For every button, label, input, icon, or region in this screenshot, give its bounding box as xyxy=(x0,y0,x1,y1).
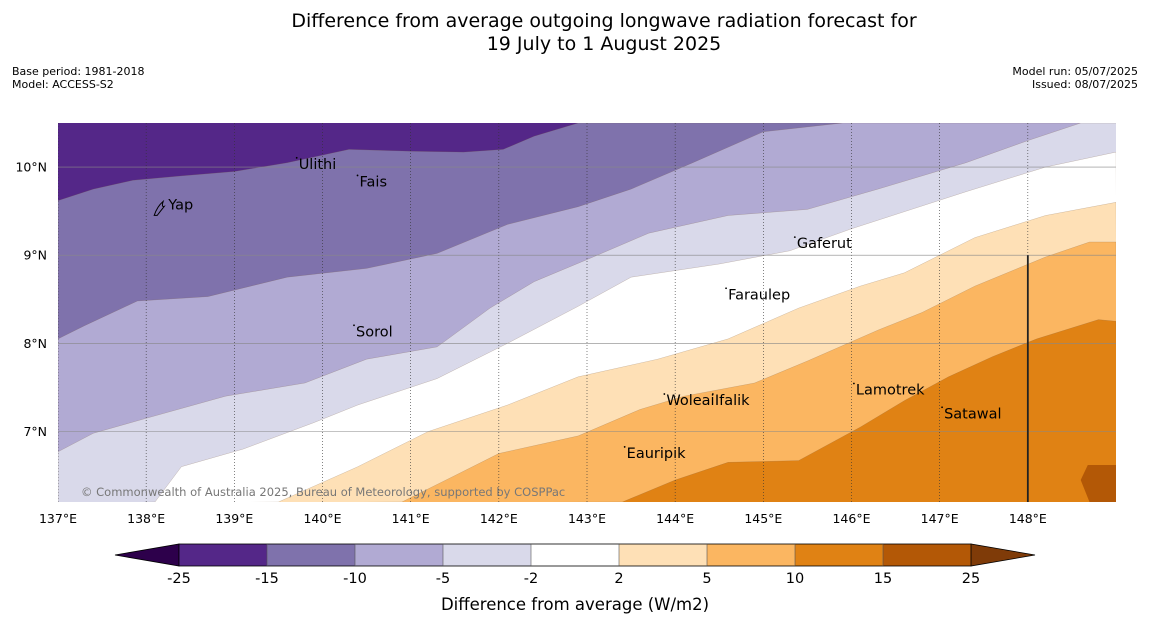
colorbar-segment xyxy=(883,544,972,566)
island-dot xyxy=(793,236,796,239)
place-eauripik: Eauripik xyxy=(623,446,686,462)
map-gridlines xyxy=(58,123,1116,502)
meta-right: Model run: 05/07/2025 Issued: 08/07/2025 xyxy=(1012,65,1138,91)
contour-region-extreme xyxy=(1080,465,1116,502)
lon-tick-label: 144°E xyxy=(656,511,694,526)
lat-tick-label: 7°N xyxy=(23,424,47,439)
place-labels: Yap Ulithi Fais Gaferut Faraulep Sorol Lamotre… xyxy=(153,156,1002,462)
colorbar-tick-label: -5 xyxy=(436,571,450,587)
colorbar-extend-high xyxy=(970,543,1036,567)
colorbar-segment xyxy=(619,544,708,566)
place-label: Satawal xyxy=(944,406,1001,422)
place-label: Gaferut xyxy=(797,236,852,252)
place-label: Ifalik xyxy=(715,393,750,409)
map-axes: 137°E 138°E 139°E 140°E 141°E 142°E 143°E 144°E… xyxy=(15,160,1046,526)
lon-tick-label: 142°E xyxy=(480,511,518,526)
place-label: Ulithi xyxy=(299,157,337,173)
place-label: Lamotrek xyxy=(856,382,925,398)
lon-tick-label: 145°E xyxy=(744,511,782,526)
colorbar-segment xyxy=(531,544,620,566)
place-woleai: Woleai xyxy=(663,393,715,409)
contour-region-7 xyxy=(551,319,1116,502)
model-name: Model: ACCESS-S2 xyxy=(12,78,114,91)
lon-tick-label: 140°E xyxy=(303,511,341,526)
place-label: Faraulep xyxy=(728,287,790,303)
colorbar-tick-label: 25 xyxy=(962,571,980,587)
place-label: Woleai xyxy=(666,393,714,409)
colorbar-segment xyxy=(355,544,444,566)
lon-tick-label: 146°E xyxy=(832,511,870,526)
colorbar-tick-label: 5 xyxy=(702,571,711,587)
colorbar-extend-low xyxy=(114,543,180,567)
colorbar-segment xyxy=(443,544,532,566)
lon-tick-label: 147°E xyxy=(921,511,959,526)
title-line-2: 19 July to 1 August 2025 xyxy=(486,33,722,55)
lon-tick-label: 139°E xyxy=(215,511,253,526)
place-fais: Fais xyxy=(356,174,387,190)
lon-tick-label: 143°E xyxy=(568,511,606,526)
colorbar-tick-label: -25 xyxy=(167,571,191,587)
lat-tick-label: 10°N xyxy=(15,160,47,175)
place-label: Yap xyxy=(167,197,193,213)
yap-island-shape xyxy=(153,199,166,216)
contour-layers xyxy=(58,123,1116,502)
place-label: Eauripik xyxy=(627,446,686,462)
colorbar-tick-label: -2 xyxy=(524,571,538,587)
island-dot xyxy=(295,156,298,159)
colorbar-tick-label: 10 xyxy=(786,571,804,587)
colorbar-tick-label: 2 xyxy=(614,571,623,587)
place-label: Sorol xyxy=(356,324,393,340)
place-faraulep: Faraulep xyxy=(725,287,790,303)
lat-tick-label: 8°N xyxy=(23,336,47,351)
colorbar-segment xyxy=(179,544,268,566)
island-dot xyxy=(711,393,714,395)
colorbar-label: Difference from average (W/m2) xyxy=(441,595,709,614)
base-period: Base period: 1981-2018 xyxy=(12,65,145,78)
place-yap: Yap xyxy=(153,197,193,216)
island-dot xyxy=(663,393,666,395)
place-sorol: Sorol xyxy=(353,324,393,340)
place-satawal: Satawal xyxy=(941,406,1002,422)
copyright-notice: © Commonwealth of Australia 2025, Bureau… xyxy=(81,485,565,499)
place-ifalik: Ifalik xyxy=(711,393,750,409)
island-dot xyxy=(941,406,943,409)
colorbar-tick-label: -15 xyxy=(255,571,279,587)
lon-tick-label: 137°E xyxy=(39,511,77,526)
island-dot xyxy=(853,382,855,385)
place-lamotrek: Lamotrek xyxy=(853,382,925,398)
colorbar-segment xyxy=(795,544,884,566)
colorbar-segment xyxy=(707,544,796,566)
place-gaferut: Gaferut xyxy=(793,236,852,252)
island-dot xyxy=(356,174,359,177)
lon-tick-label: 141°E xyxy=(392,511,430,526)
colorbar-frame xyxy=(178,543,972,567)
place-ulithi: Ulithi xyxy=(295,156,337,173)
colorbar-tick-label: -10 xyxy=(343,571,367,587)
place-label: Fais xyxy=(360,174,387,190)
island-dot xyxy=(353,324,355,327)
model-run: Model run: 05/07/2025 xyxy=(1012,65,1138,78)
chart-title: Difference from average outgoing longwav… xyxy=(0,10,1150,56)
lon-tick-label: 148°E xyxy=(1009,511,1047,526)
colorbar-tick-label: 15 xyxy=(874,571,892,587)
meta-left: Base period: 1981-2018 Model: ACCESS-S2 xyxy=(12,65,144,91)
island-dot xyxy=(725,287,727,290)
island-dot xyxy=(623,446,626,448)
lon-tick-label: 138°E xyxy=(127,511,165,526)
colorbar: -25 -15 -10 -5 -2 2 5 10 15 25 xyxy=(114,543,1036,587)
issued-date: Issued: 08/07/2025 xyxy=(1031,78,1138,91)
title-line-1: Difference from average outgoing longwav… xyxy=(291,10,917,32)
lat-tick-label: 9°N xyxy=(23,248,47,263)
colorbar-segment xyxy=(267,544,356,566)
